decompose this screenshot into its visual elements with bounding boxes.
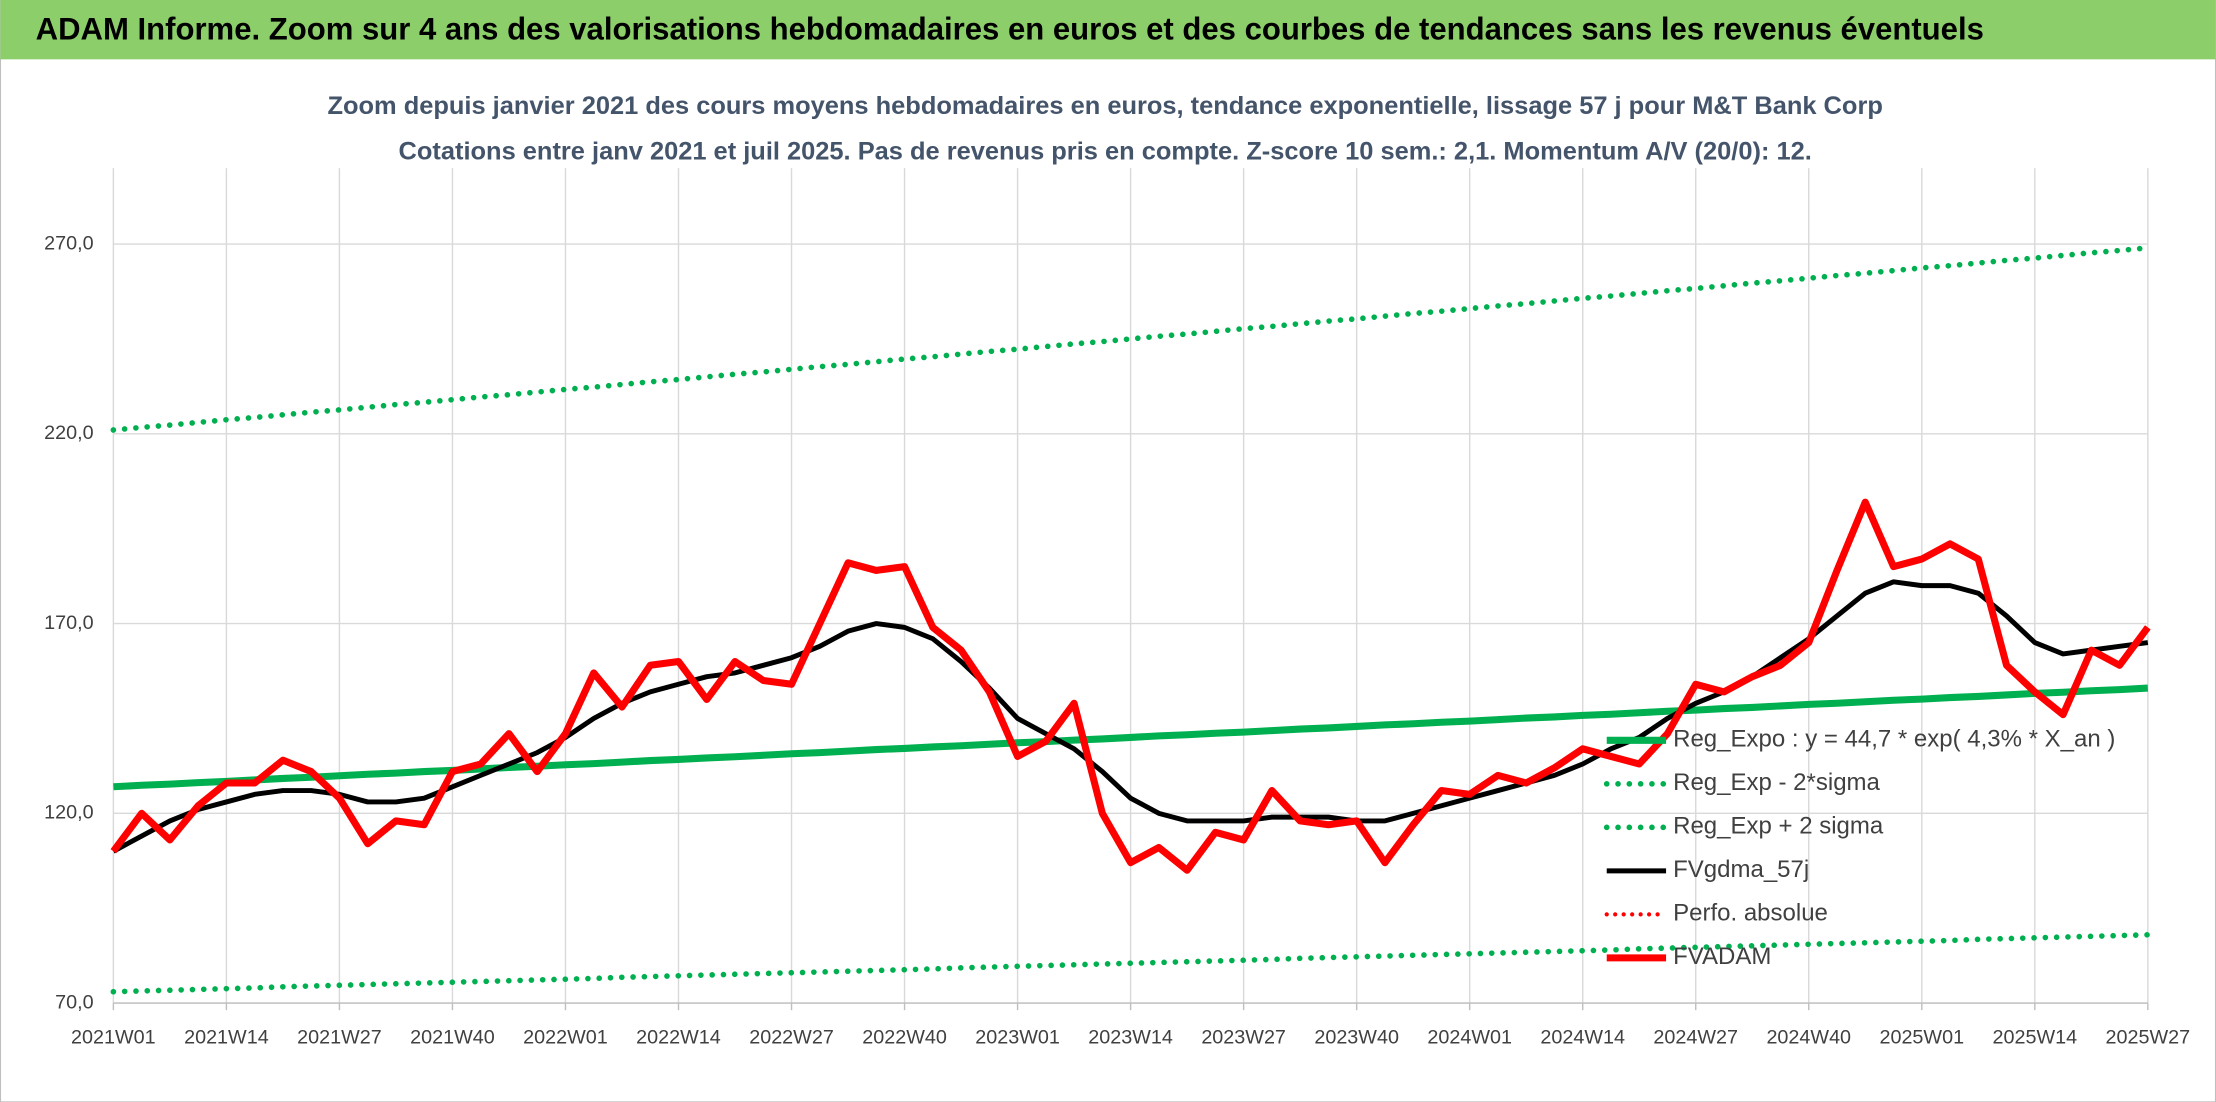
x-tick-label: 2024W40	[1766, 1027, 1851, 1049]
x-tick-label: 2023W14	[1088, 1027, 1173, 1049]
x-tick-label: 2024W27	[1653, 1027, 1738, 1049]
x-tick-label: 2025W01	[1879, 1027, 1964, 1049]
y-tick-label: 70,0	[55, 991, 93, 1013]
x-tick-label: 2022W01	[523, 1027, 608, 1049]
x-tick-label: 2025W14	[1992, 1027, 2077, 1049]
x-tick-label: 2022W27	[749, 1027, 834, 1049]
legend-label: Reg_Expo : y = 44,7 * exp( 4,3% * X_an )	[1673, 726, 2115, 753]
x-tick-label: 2023W27	[1201, 1027, 1286, 1049]
chart-subtitle: Cotations entre janv 2021 et juil 2025. …	[399, 137, 1812, 165]
y-tick-label: 170,0	[44, 612, 93, 634]
x-tick-label: 2025W27	[2106, 1027, 2191, 1049]
x-tick-label: 2022W40	[862, 1027, 947, 1049]
legend-label: Reg_Exp + 2 sigma	[1673, 813, 1884, 840]
series-line	[110, 498, 2151, 874]
series-line	[110, 931, 2151, 995]
header-bar	[0, 0, 2216, 60]
y-tick-label: 220,0	[44, 422, 93, 444]
header-title: ADAM Informe. Zoom sur 4 ans des valoris…	[36, 11, 1984, 46]
y-tick-label: 270,0	[44, 232, 93, 254]
series-line	[110, 244, 2151, 433]
x-tick-label: 2021W27	[297, 1027, 382, 1049]
legend-label: Reg_Exp - 2*sigma	[1673, 769, 1880, 796]
legend-label: FVgdma_57j	[1673, 856, 1809, 883]
y-tick-label: 120,0	[44, 802, 93, 824]
plot	[110, 244, 2151, 995]
x-tick-label: 2021W01	[71, 1027, 156, 1049]
grid: 70,0 120,0 170,0 220,0 270,0 2021W01 2021W14 20…	[44, 168, 2190, 1049]
chart-subtitle: Zoom depuis janvier 2021 des cours moyen…	[327, 92, 1882, 120]
x-tick-label: 2023W01	[975, 1027, 1060, 1049]
legend-label: Perfo. absolue	[1673, 900, 1828, 927]
legend-label: FVADAM	[1673, 943, 1771, 970]
x-tick-label: 2022W14	[636, 1027, 721, 1049]
x-tick-label: 2021W40	[410, 1027, 495, 1049]
x-tick-label: 2021W14	[184, 1027, 269, 1049]
x-tick-label: 2024W01	[1427, 1027, 1512, 1049]
x-tick-label: 2024W14	[1540, 1027, 1625, 1049]
x-tick-label: 2023W40	[1314, 1027, 1399, 1049]
legend: Reg_Expo : y = 44,7 * exp( 4,3% * X_an )…	[1603, 726, 2115, 970]
